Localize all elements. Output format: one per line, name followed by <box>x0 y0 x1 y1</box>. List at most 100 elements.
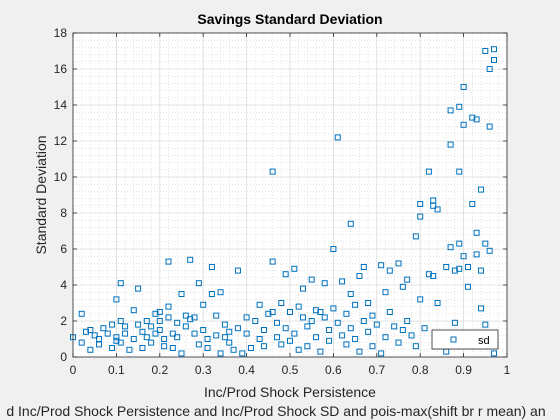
data-point <box>165 258 172 265</box>
data-point <box>182 312 189 319</box>
data-point <box>204 345 211 351</box>
data-point <box>317 348 324 355</box>
data-point <box>352 301 359 308</box>
data-point <box>417 296 424 303</box>
data-point <box>482 240 489 247</box>
data-point <box>434 206 441 213</box>
data-point <box>486 123 493 130</box>
data-point <box>135 285 142 292</box>
data-point <box>161 343 168 350</box>
data-point <box>287 337 293 344</box>
legend-box <box>431 329 499 350</box>
data-point <box>269 309 276 315</box>
legend: sd <box>431 329 499 350</box>
data-point <box>117 318 124 324</box>
x-tick-label: 0 <box>70 363 77 377</box>
data-point <box>234 325 241 332</box>
data-point <box>104 330 111 337</box>
data-point <box>421 325 428 332</box>
data-point <box>256 336 263 342</box>
data-point <box>282 325 289 332</box>
data-point <box>122 330 129 337</box>
data-point <box>87 346 94 353</box>
data-point <box>178 350 185 357</box>
chart-title: Savings Standard Deviation <box>197 11 382 27</box>
y-tick-label: 12 <box>54 134 68 148</box>
data-point <box>200 301 207 308</box>
data-point <box>490 350 497 357</box>
data-point <box>230 346 237 353</box>
data-point <box>187 256 194 263</box>
data-point <box>130 307 137 314</box>
bottom-caption: d Inc/Prod Shock Persistence and Inc/Pro… <box>6 403 545 419</box>
data-point <box>213 312 220 319</box>
data-point <box>156 318 163 324</box>
data-point <box>287 309 293 315</box>
data-point <box>456 265 463 272</box>
x-tick-label: 0.2 <box>151 363 168 377</box>
data-point <box>321 280 328 287</box>
data-point <box>460 253 467 260</box>
data-point <box>260 327 267 333</box>
data-point <box>347 325 354 332</box>
data-point <box>417 213 424 220</box>
x-tick-label: 0.9 <box>455 363 472 377</box>
data-point <box>477 267 484 274</box>
y-tick-label: 14 <box>54 98 68 112</box>
data-point <box>217 289 224 296</box>
data-point <box>217 350 224 357</box>
data-point <box>356 348 363 355</box>
x-tick-label: 0.7 <box>368 363 385 377</box>
data-point <box>174 334 181 341</box>
data-point <box>391 323 398 330</box>
data-point <box>365 328 372 335</box>
x-axis-label: Inc/Prod Shock Persistence <box>204 384 376 400</box>
data-point <box>408 332 415 339</box>
data-point <box>473 251 480 258</box>
data-point <box>100 325 107 332</box>
data-point <box>417 201 424 207</box>
data-point <box>456 103 463 110</box>
data-point <box>473 116 480 123</box>
data-point <box>330 305 337 312</box>
data-point <box>295 303 302 310</box>
data-point <box>313 307 320 314</box>
x-tick-labels: 0 0.1 0.2 0.3 0.4 0.5 0.6 0.7 0.8 0.9 1 <box>70 363 511 377</box>
data-point <box>83 328 90 335</box>
data-point <box>477 186 484 193</box>
data-point <box>213 332 220 339</box>
data-point <box>404 318 411 324</box>
data-point <box>326 327 333 333</box>
data-point <box>343 341 350 348</box>
data-point <box>456 168 463 175</box>
data-point <box>204 336 211 342</box>
data-point <box>113 296 120 303</box>
y-axis-label: Standard Deviation <box>33 135 49 254</box>
data-point <box>343 310 350 317</box>
x-tick-label: 0.5 <box>282 363 299 377</box>
y-tick-label: 4 <box>60 278 67 292</box>
data-point <box>469 201 476 207</box>
data-point <box>247 345 254 351</box>
data-point <box>347 291 354 297</box>
data-point <box>447 141 454 148</box>
data-point <box>174 319 181 326</box>
data-point <box>447 107 454 114</box>
data-point <box>443 264 450 270</box>
data-point <box>139 345 146 351</box>
data-point <box>161 336 168 342</box>
data-point <box>221 321 228 328</box>
data-point <box>156 309 163 315</box>
data-point <box>143 318 150 324</box>
data-point <box>148 339 155 346</box>
y-tick-label: 10 <box>54 170 68 184</box>
data-point <box>482 48 489 54</box>
data-point <box>226 339 233 346</box>
data-point <box>126 346 133 353</box>
data-point <box>460 121 467 128</box>
data-point <box>200 327 207 333</box>
data-point <box>135 321 142 328</box>
data-point <box>469 114 476 121</box>
data-point <box>404 276 411 283</box>
